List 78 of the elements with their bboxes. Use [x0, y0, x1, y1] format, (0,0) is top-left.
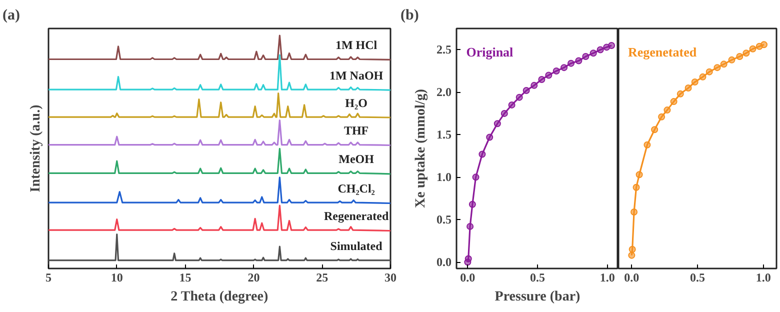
point: [530, 82, 538, 89]
point: [664, 106, 671, 114]
point: [628, 246, 636, 253]
x-tick-label: 25: [316, 270, 328, 284]
point: [736, 53, 744, 60]
point: [651, 126, 658, 134]
point: [494, 120, 501, 128]
x-tick-label: 15: [179, 270, 192, 284]
series-label: Regenetated: [628, 44, 698, 60]
x-tick-label: 0.5: [690, 270, 705, 284]
point: [516, 94, 523, 101]
point: [596, 46, 604, 54]
y-tick-label: 2.0: [436, 85, 452, 100]
point: [552, 67, 560, 74]
point: [632, 184, 640, 191]
point: [472, 174, 480, 181]
x-tick-label: 0.0: [460, 270, 476, 284]
x-tick-label: 10: [110, 270, 123, 284]
point: [500, 110, 508, 117]
point: [630, 208, 638, 216]
point: [699, 73, 706, 80]
point: [760, 41, 768, 48]
y-tick-label: 1.5: [436, 128, 452, 142]
point: [706, 68, 713, 76]
series-label: 1M HCl: [335, 38, 378, 52]
x-tick-label: 5: [46, 270, 52, 284]
point: [508, 101, 516, 108]
text: Original: [466, 44, 514, 60]
point: [608, 42, 616, 49]
point: [468, 200, 476, 208]
point: [568, 60, 575, 67]
series-label: H₂O: [345, 96, 368, 110]
x-axis-title: 2 Theta (degree): [170, 290, 268, 304]
y-tick-label: 1.0: [436, 170, 452, 184]
series-label: MeOH: [338, 152, 375, 166]
point: [466, 222, 474, 230]
y-axis-title: Xe uptake (mmol/g): [414, 88, 428, 208]
point: [742, 50, 750, 57]
point: [522, 87, 530, 94]
text: (b): [400, 8, 419, 24]
point: [628, 252, 636, 259]
series-label: Simulated: [330, 239, 383, 254]
x-tick-label: 0.0: [624, 270, 640, 284]
y-tick-label: 0.5: [436, 212, 452, 227]
y-axis-title: Intensity (a.u.): [28, 104, 44, 192]
x-axis-title: Pressure (bar): [494, 290, 581, 304]
point: [676, 90, 684, 98]
point: [720, 60, 728, 68]
point: [644, 141, 651, 148]
point: [464, 255, 472, 262]
point: [749, 45, 756, 52]
point: [575, 57, 582, 64]
series-label: 1M NaOH: [329, 68, 384, 82]
series-label: THF: [344, 124, 369, 138]
x-tick-label: 1.0: [600, 270, 615, 284]
point: [691, 78, 698, 86]
point: [560, 64, 568, 72]
point: [545, 72, 552, 79]
x-tick-label: 0.5: [530, 270, 545, 284]
x-tick-label: 1.0: [756, 270, 771, 284]
point: [684, 84, 692, 92]
point: [636, 171, 643, 178]
point: [670, 98, 678, 106]
point: [478, 150, 486, 158]
point: [590, 50, 597, 57]
y-tick-label: 0.0: [436, 255, 452, 270]
point: [486, 134, 494, 141]
point: [714, 64, 721, 72]
x-tick-label: 20: [248, 270, 260, 284]
x-tick-label: 30: [384, 270, 396, 284]
point: [728, 56, 736, 64]
point: [582, 53, 590, 60]
text: (a): [2, 8, 20, 24]
point: [658, 113, 666, 120]
y-tick-label: 2.5: [436, 42, 452, 57]
series-label: CH₂Cl₂: [338, 181, 376, 196]
point: [538, 76, 546, 83]
series-label: Regenerated: [324, 208, 389, 223]
